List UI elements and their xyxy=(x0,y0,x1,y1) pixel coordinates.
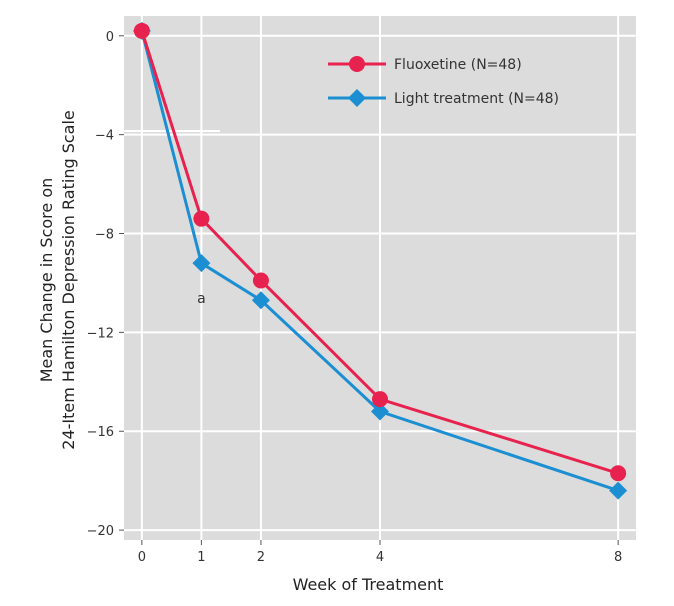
x-tick-label: 4 xyxy=(376,550,384,565)
annotation-label: a xyxy=(197,291,206,307)
y-tick-label: −8 xyxy=(95,228,114,243)
data-point xyxy=(251,291,270,310)
y-tick-label: −12 xyxy=(87,326,114,341)
data-point xyxy=(193,210,210,227)
legend-entry: Fluoxetine (N=48) xyxy=(328,56,522,73)
series-diamond xyxy=(132,21,628,500)
x-axis-title: Week of Treatment xyxy=(293,575,444,594)
data-point xyxy=(371,402,389,421)
x-tick-label: 2 xyxy=(257,550,265,565)
y-tick-label: −20 xyxy=(87,524,114,539)
legend-label: Light treatment (N=48) xyxy=(394,91,559,107)
data-point xyxy=(610,465,627,482)
plot-mask xyxy=(124,130,220,132)
legend: Fluoxetine (N=48) Light treatment (N=48) xyxy=(328,56,559,107)
annotations: a xyxy=(197,291,206,307)
legend-marker xyxy=(348,89,366,107)
y-axis-title-line-1: Mean Change in Score on xyxy=(37,178,56,383)
x-tick-label: 1 xyxy=(197,550,205,565)
y-axis-title-line-2: 24-Item Hamilton Depression Rating Scale xyxy=(59,110,78,449)
legend-entry: Light treatment (N=48) xyxy=(328,89,559,107)
data-point xyxy=(372,391,388,408)
series-layer xyxy=(132,21,628,500)
y-tick-label: −4 xyxy=(95,129,114,144)
series-circle xyxy=(133,22,627,482)
data-point xyxy=(252,272,269,289)
data-point xyxy=(192,254,211,273)
y-tick-label: −16 xyxy=(87,425,114,440)
x-tick-label: 0 xyxy=(138,550,146,565)
data-point xyxy=(609,481,628,500)
x-tick-label: 8 xyxy=(614,550,622,565)
grid xyxy=(124,16,636,540)
x-axis-ticks: 0 1 2 4 8 xyxy=(138,540,622,565)
y-axis-ticks: 0 −4 −8 −12 −16 −20 xyxy=(87,30,124,539)
legend-label: Fluoxetine (N=48) xyxy=(394,57,522,73)
legend-marker xyxy=(349,56,365,72)
data-point xyxy=(133,22,150,39)
y-tick-label: 0 xyxy=(106,30,114,45)
